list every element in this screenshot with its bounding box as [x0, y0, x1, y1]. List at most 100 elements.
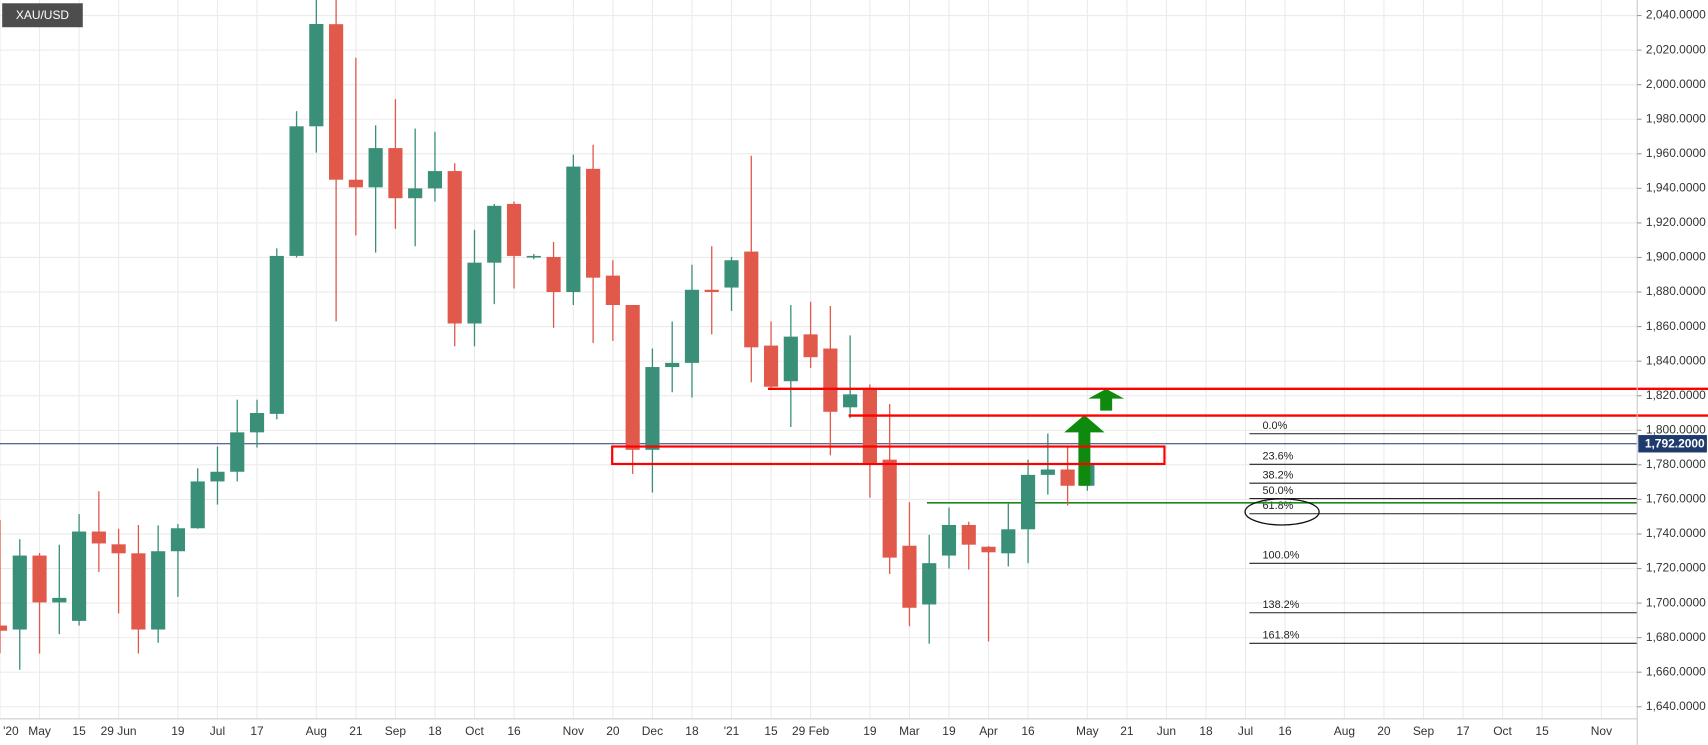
candle-body [625, 304, 640, 450]
candle-body [882, 459, 897, 558]
y-tick-label: 1,960.0000 [1646, 146, 1706, 160]
symbol: XAU/USD [16, 8, 70, 22]
x-tick-label: 21 [349, 724, 363, 738]
candle-body [704, 289, 719, 293]
candle-body [1040, 469, 1055, 475]
y-tick-label: 2,000.0000 [1646, 77, 1706, 91]
candle-body [941, 524, 957, 556]
x-tick-label: Oct [465, 724, 484, 738]
annotations-back: 0.0% 23.6% 38.2% 50.0% 61.8% 100.0% 138.2% 161.… [0, 420, 1638, 644]
candle-body [1060, 469, 1075, 486]
candles [0, 0, 1095, 670]
candle-body [427, 171, 443, 189]
candle-body [52, 597, 67, 603]
candle-body [230, 432, 245, 472]
candle-body [269, 255, 284, 414]
x-tick-label: 16 [1021, 724, 1035, 738]
x-tick-label: 18 [685, 724, 699, 738]
x-tick-label: 17 [250, 724, 264, 738]
y-tick-label: 1,880.0000 [1646, 284, 1706, 298]
candle-body [72, 531, 87, 621]
x-tick-label: 18 [1199, 724, 1213, 738]
candle-body [91, 531, 106, 544]
y-tick-label: 1,760.0000 [1646, 492, 1706, 506]
fib-label: 161.8% [1262, 630, 1299, 642]
x-tick-label: 29 Feb [792, 724, 830, 738]
y-tick-label: 1,980.0000 [1646, 111, 1706, 125]
annotations-front [611, 387, 1708, 526]
y-tick-label: 1,640.0000 [1646, 699, 1706, 713]
axes: 1,640.0000 1,660.0000 1,680.0000 1,700.0000… [3, 8, 1707, 738]
candle-body [249, 412, 265, 433]
candle-body [665, 362, 680, 368]
x-tick-label: 15 [764, 724, 778, 738]
x-tick-label: 20 [1377, 724, 1391, 738]
candle-body [111, 544, 126, 554]
candle-body [586, 168, 601, 278]
x-tick-label: May [28, 724, 51, 738]
fib-label: 38.2% [1262, 469, 1293, 481]
candle-body [368, 148, 383, 188]
candle-body [843, 394, 858, 408]
x-tick-label: Aug [306, 724, 327, 738]
candle-body [190, 481, 205, 529]
candle-body [0, 625, 8, 631]
fib-label: 0.0% [1262, 420, 1287, 432]
x-tick-label: 16 [1278, 724, 1292, 738]
candle-body [131, 553, 146, 630]
fib-label: 100.0% [1262, 550, 1299, 562]
candle-body [684, 289, 700, 363]
candle-body [922, 563, 937, 605]
x-tick-label: May [1076, 724, 1099, 738]
plot-background [0, 0, 1637, 719]
candle-body [1020, 474, 1036, 530]
candle-body [210, 471, 225, 482]
y-tick-label: 1,720.0000 [1646, 561, 1706, 575]
candle-body [348, 179, 363, 188]
y-tick-label: 1,860.0000 [1646, 319, 1706, 333]
x-tick-label: Apr [979, 724, 998, 738]
candle-body [605, 275, 620, 305]
x-tick-label: Oct [1493, 724, 1512, 738]
candle-body [170, 528, 186, 552]
candle-body [309, 24, 324, 127]
y-tick-label: 1,740.0000 [1646, 526, 1706, 540]
zone-box [611, 445, 1166, 466]
candle-body [388, 148, 403, 199]
x-tick-label: Mar [899, 724, 920, 738]
x-tick-label: Jul [1238, 724, 1253, 738]
candle-body [823, 348, 838, 412]
y-tick-label: 1,820.0000 [1646, 388, 1706, 402]
fib-label: 138.2% [1262, 599, 1299, 611]
x-tick-label: 16 [507, 724, 521, 738]
fib-label: 23.6% [1262, 451, 1293, 463]
x-tick-label: 19 [863, 724, 877, 738]
candle-body [566, 166, 581, 293]
x-tick-label: Jun [1157, 724, 1176, 738]
candle-body [546, 256, 561, 293]
candle-body [408, 188, 423, 199]
symbol-badge [2, 3, 83, 28]
candle-body [1001, 529, 1016, 554]
x-tick-label: 17 [1456, 724, 1470, 738]
highlight-ellipse [1244, 498, 1320, 526]
x-tick-label: Sep [1413, 724, 1435, 738]
y-tick-label: 1,660.0000 [1646, 664, 1706, 678]
candle-body [151, 551, 166, 630]
candle-body [803, 334, 818, 358]
candle-body [724, 260, 739, 288]
x-tick-label: 20 [606, 724, 620, 738]
y-tick-label: 2,040.0000 [1646, 8, 1706, 22]
y-tick-label: 2,020.0000 [1646, 42, 1706, 56]
candle-body [902, 545, 917, 608]
y-tick-label: 1,700.0000 [1646, 595, 1706, 609]
y-tick-label: 1,900.0000 [1646, 250, 1706, 264]
candle-body [526, 255, 541, 258]
candle-body [289, 126, 304, 256]
y-tick-label: 1,800.0000 [1646, 422, 1706, 436]
x-tick-label: 29 Jun [101, 724, 137, 738]
candle-body [329, 24, 344, 180]
candle-body [467, 262, 482, 324]
candle-body [32, 555, 47, 603]
